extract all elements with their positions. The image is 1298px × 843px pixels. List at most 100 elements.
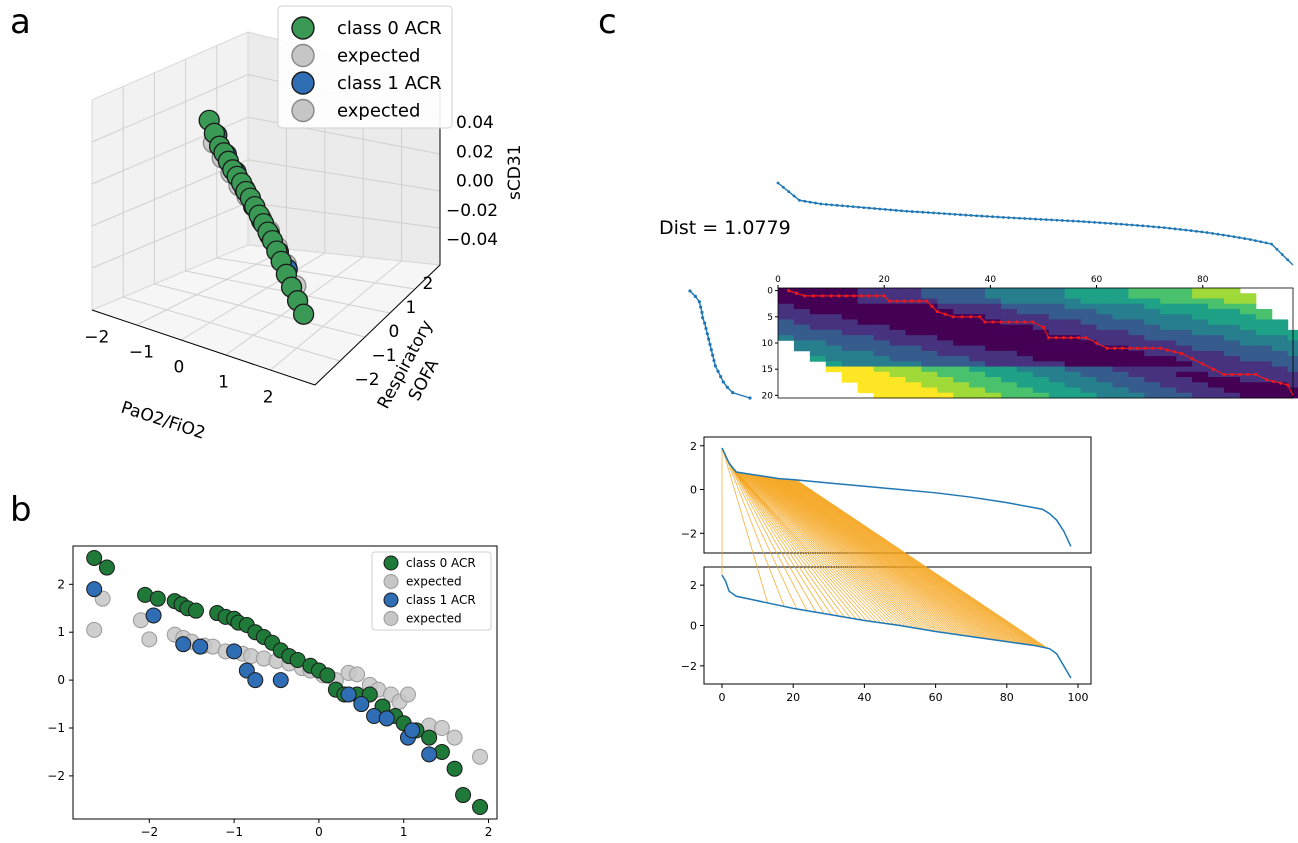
warp-path-point	[1143, 346, 1147, 350]
heatmap-cell	[841, 371, 859, 378]
warp-path-point	[1286, 383, 1290, 387]
top-series-point	[1109, 222, 1113, 225]
left-series-point	[693, 294, 697, 298]
heatmap-cell	[985, 350, 1002, 357]
heatmap-cell	[1176, 335, 1193, 341]
heatmap-cell	[1144, 298, 1161, 305]
top-series-point	[1254, 239, 1257, 243]
heatmap-cell	[953, 371, 970, 378]
heatmap-cell	[953, 382, 970, 388]
heatmap-x-tick-label: 20	[878, 275, 890, 285]
heatmap-cell	[1239, 319, 1257, 326]
heatmap-cell	[1208, 293, 1225, 299]
legend: class 0 ACR expected class 1 ACR expected	[371, 551, 492, 631]
left-series-point	[699, 305, 703, 309]
top-series-point	[1125, 223, 1129, 226]
heatmap-cell	[937, 329, 954, 336]
heatmap-cell	[1160, 335, 1177, 341]
heatmap-cell	[793, 329, 811, 336]
heatmap-cell	[1064, 361, 1082, 367]
left-series-point	[721, 380, 725, 384]
warp-path-point	[820, 294, 824, 298]
heatmap-cell	[793, 335, 811, 341]
heatmap-cell	[793, 324, 811, 331]
heatmap-cell	[905, 371, 922, 378]
heatmap-cell	[793, 345, 811, 352]
heatmap-cell	[1144, 387, 1161, 394]
heatmap-cell	[809, 314, 827, 320]
heatmap-cell	[1160, 319, 1177, 326]
warp-connector	[756, 474, 954, 635]
heatmap-cell	[873, 377, 890, 383]
heatmap-cell	[921, 335, 938, 341]
heatmap-cell	[1271, 382, 1289, 388]
heatmap-cell	[1176, 319, 1193, 326]
heatmap-cell	[969, 356, 986, 362]
warp-bottom-series	[721, 574, 1072, 679]
warp-path-point	[978, 315, 982, 319]
warp-connector	[786, 478, 1029, 646]
warp-x-tick-label: 0	[719, 691, 726, 704]
heatmap-cell	[985, 288, 1002, 294]
scatter-point-expected	[472, 748, 489, 765]
warp-connector	[734, 470, 872, 622]
heatmap-cell	[969, 350, 986, 357]
top-series-point	[1178, 228, 1182, 231]
warp-connector	[784, 478, 1025, 645]
heatmap-cell	[841, 303, 859, 310]
heatmap-cell	[1144, 377, 1161, 383]
heatmap-cell	[1000, 293, 1018, 299]
heatmap-cell	[1239, 340, 1257, 347]
top-series-point	[1060, 219, 1064, 222]
heatmap-cell	[937, 340, 954, 347]
heatmap-cell	[857, 387, 875, 394]
warp-connector	[761, 475, 968, 637]
heatmap-cell	[985, 298, 1002, 305]
heatmap-cell	[1000, 340, 1018, 347]
heatmap-cell	[1080, 387, 1098, 394]
heatmap-cell	[1128, 288, 1145, 294]
heatmap-cell	[857, 350, 875, 357]
heatmap-cell	[985, 366, 1002, 373]
heatmap-cell	[825, 335, 843, 341]
top-series-point	[1039, 217, 1043, 221]
warp-connector	[775, 477, 1004, 642]
heatmap-cell	[1192, 319, 1209, 326]
heatmap-cell	[1048, 288, 1066, 294]
heatmap-cell	[985, 314, 1002, 320]
heatmap-cell	[1048, 371, 1066, 378]
warp-path-point	[867, 294, 871, 298]
warp-path-point	[1076, 336, 1081, 340]
y-axis-line	[314, 264, 441, 386]
grid-line	[91, 201, 249, 269]
heatmap-cell	[937, 345, 954, 352]
heatmap-cell	[1160, 382, 1177, 388]
top-series-point	[1216, 232, 1220, 236]
heatmap-cell	[889, 356, 906, 362]
top-series-point	[980, 214, 984, 218]
heatmap-cell	[1112, 377, 1129, 383]
warp-connector	[787, 478, 1031, 646]
heatmap-cell	[1160, 324, 1177, 331]
heatmap-cell	[1000, 356, 1018, 362]
heatmap-cell	[857, 329, 875, 336]
heatmap-cell	[873, 324, 890, 331]
top-series-point	[991, 215, 994, 219]
top-series-point	[1077, 219, 1080, 223]
heatmap-cell	[1208, 371, 1225, 378]
warp-path-point	[925, 299, 929, 303]
warp-path-point	[1222, 372, 1226, 377]
heatmap-cell	[873, 366, 890, 373]
top-series-point	[953, 212, 957, 216]
heatmap-cell	[857, 382, 875, 388]
heatmap-cell	[1208, 377, 1225, 383]
heatmap-cell	[841, 345, 859, 352]
x-tick-label: 1	[400, 825, 408, 839]
heatmap-cell	[1064, 303, 1082, 310]
heatmap-cell	[969, 387, 986, 394]
heatmap-cell	[937, 387, 954, 394]
scatter-point-expected	[433, 720, 450, 736]
heatmap-cell	[1192, 288, 1209, 294]
top-series-point	[781, 185, 785, 189]
